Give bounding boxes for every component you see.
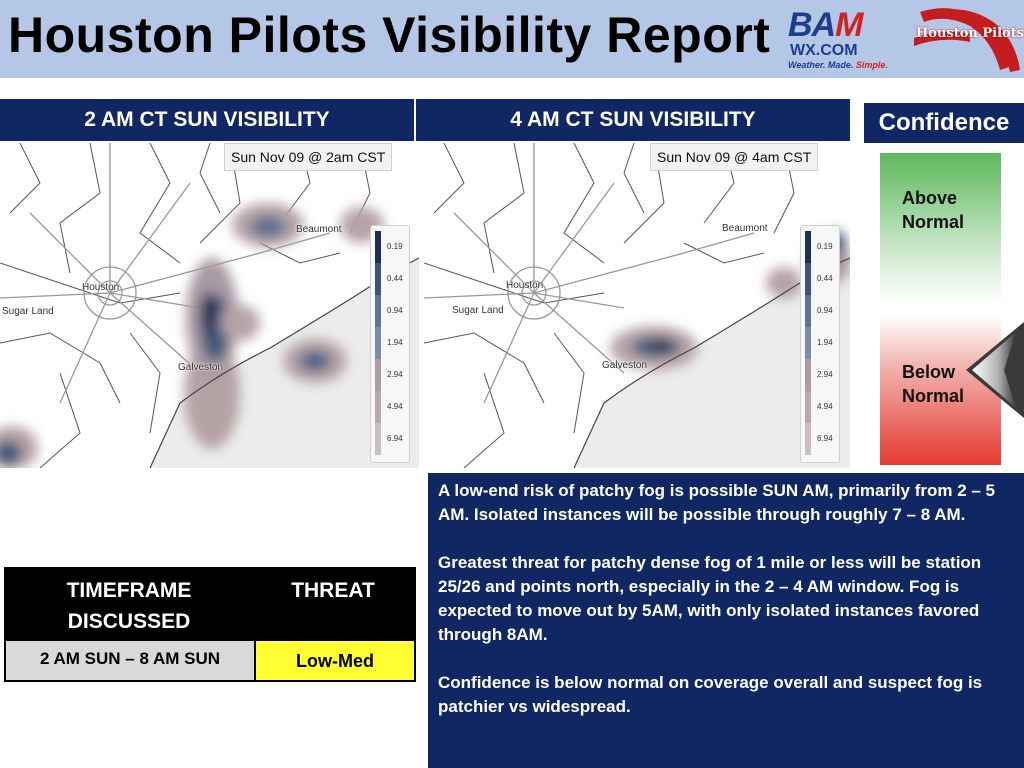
- legend-colorbar: [805, 231, 811, 455]
- confidence-indicator-arrow-icon: [966, 322, 1024, 418]
- legend-swatch: [805, 295, 811, 327]
- city-label: Beaumont: [722, 223, 768, 234]
- map-2am-canvas: [0, 143, 419, 468]
- legend-swatch: [375, 263, 381, 295]
- visibility-map-4am: Sun Nov 09 @ 4am CST Beaumont Houston Su…: [424, 143, 850, 468]
- city-label: Sugar Land: [452, 305, 504, 316]
- confidence-gradient-bar: [880, 153, 1001, 465]
- legend-swatch: [805, 263, 811, 295]
- bamwx-logo-m: M: [835, 6, 863, 44]
- visibility-legend-4am: 0.19 0.44 0.94 1.94 2.94 4.94 6.94: [800, 225, 840, 463]
- legend-label: 4.94: [817, 402, 833, 411]
- legend-label: 0.19: [387, 242, 403, 251]
- visibility-legend-2am: 0.19 0.44 0.94 1.94 2.94 4.94 6.94: [370, 225, 410, 463]
- threat-table: TIMEFRAME DISCUSSED THREAT 2 AM SUN – 8 …: [4, 567, 416, 682]
- legend-swatch: [805, 423, 811, 455]
- legend-swatch: [805, 327, 811, 359]
- threat-column-header: THREAT: [291, 579, 375, 602]
- bamwx-logo-site: WX.COM: [790, 42, 858, 59]
- discussion-text-box: A low-end risk of patchy fog is possible…: [428, 473, 1024, 768]
- bamwx-tagline-left: Weather. Made.: [788, 60, 856, 70]
- legend-swatch: [375, 295, 381, 327]
- legend-label: 4.94: [387, 402, 403, 411]
- legend-label: 0.19: [817, 242, 833, 251]
- fog-areas: [0, 203, 384, 468]
- legend-label: 6.94: [387, 434, 403, 443]
- legend-colorbar: [375, 231, 381, 455]
- city-label: Sugar Land: [2, 306, 54, 317]
- roads: [0, 143, 331, 404]
- houston-pilots-logo: Houston Pilots: [912, 4, 1024, 74]
- city-label: Galveston: [602, 360, 648, 371]
- timeframe-cell: 2 AM SUN – 8 AM SUN: [6, 641, 254, 680]
- discussion-paragraph: A low-end risk of patchy fog is possible…: [438, 481, 996, 524]
- city-label: Houston: [506, 280, 544, 291]
- houston-pilots-logo-text: Houston Pilots: [916, 26, 1024, 41]
- panel-1-heading: 2 AM CT SUN VISIBILITY: [0, 99, 414, 141]
- threat-level-cell: Low-Med: [254, 641, 414, 680]
- bamwx-tagline-right: Simple.: [855, 60, 888, 70]
- city-label: Beaumont: [296, 224, 342, 235]
- legend-label: 0.94: [387, 306, 403, 315]
- gulf-water: [574, 258, 850, 468]
- legend-swatch: [805, 359, 811, 391]
- map-4am-canvas: [424, 143, 850, 468]
- legend-swatch: [805, 391, 811, 423]
- legend-swatch: [805, 231, 811, 263]
- legend-swatch: [375, 231, 381, 263]
- bamwx-logo-ba: BA: [788, 6, 836, 44]
- legend-swatch: [375, 423, 381, 455]
- city-label: Galveston: [178, 362, 224, 373]
- roads: [424, 143, 755, 404]
- map-4am-timestamp: Sun Nov 09 @ 4am CST: [650, 143, 819, 171]
- discussion-paragraph: Confidence is below normal on coverage o…: [438, 673, 983, 716]
- legend-label: 2.94: [387, 370, 403, 379]
- confidence-below-label: Below Normal: [902, 362, 965, 406]
- page-title: Houston Pilots Visibility Report: [8, 7, 771, 63]
- panel-2-heading: 4 AM CT SUN VISIBILITY: [416, 99, 850, 141]
- timeframe-column-header: TIMEFRAME DISCUSSED: [66, 579, 192, 633]
- city-label: Houston: [82, 282, 120, 293]
- legend-label: 1.94: [817, 338, 833, 347]
- header-bar: Houston Pilots Visibility Report BAM WX.…: [0, 0, 1024, 78]
- legend-label: 0.44: [817, 274, 833, 283]
- legend-label: 0.94: [817, 306, 833, 315]
- legend-label: 0.44: [387, 274, 403, 283]
- bamwx-logo: BAM WX.COM Weather. Made. Simple.: [788, 6, 908, 72]
- confidence-above-label: Above Normal: [902, 188, 965, 232]
- houston-pilots-logo-mark: [914, 8, 1020, 72]
- legend-label: 2.94: [817, 370, 833, 379]
- discussion-paragraph: Greatest threat for patchy dense fog of …: [438, 553, 982, 644]
- legend-swatch: [375, 327, 381, 359]
- legend-label: 6.94: [817, 434, 833, 443]
- visibility-map-2am: Sun Nov 09 @ 2am CST Beaumont Houston Su…: [0, 143, 419, 468]
- legend-swatch: [375, 359, 381, 391]
- legend-swatch: [375, 391, 381, 423]
- map-2am-timestamp: Sun Nov 09 @ 2am CST: [224, 143, 393, 171]
- confidence-heading: Confidence: [864, 103, 1024, 143]
- legend-label: 1.94: [387, 338, 403, 347]
